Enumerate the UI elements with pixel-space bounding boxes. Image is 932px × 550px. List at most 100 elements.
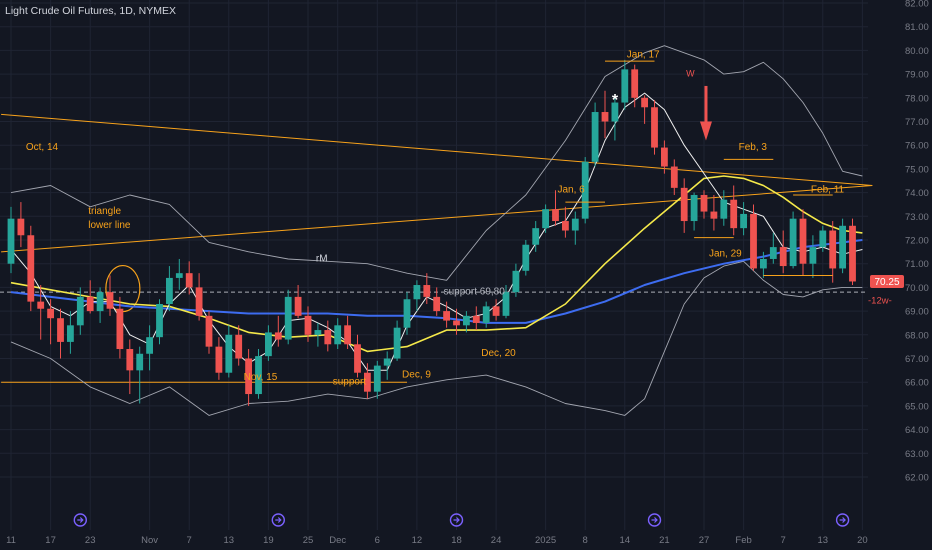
- candle[interactable]: [284, 289, 292, 345]
- time-tick-label: 6: [375, 535, 380, 546]
- event-marker-icon: [835, 513, 850, 527]
- candle[interactable]: [552, 190, 559, 226]
- candle[interactable]: [126, 339, 134, 395]
- candle[interactable]: [670, 159, 678, 195]
- candle-body: [661, 147, 668, 167]
- candle-body: [502, 292, 510, 316]
- candle[interactable]: [740, 202, 747, 236]
- event-marker-icon: [647, 513, 662, 527]
- candle[interactable]: [651, 100, 658, 155]
- candle[interactable]: [106, 275, 114, 316]
- candle[interactable]: [274, 315, 282, 347]
- candle[interactable]: [255, 349, 262, 399]
- candle[interactable]: [789, 211, 797, 269]
- candle[interactable]: [146, 325, 153, 371]
- candle[interactable]: [710, 194, 718, 231]
- candle[interactable]: [443, 301, 450, 328]
- candle[interactable]: [512, 263, 520, 297]
- candle[interactable]: [116, 296, 124, 359]
- candle[interactable]: [96, 287, 104, 323]
- price-tick-label: 71.00: [905, 259, 929, 270]
- candle[interactable]: [769, 232, 777, 264]
- candle[interactable]: [581, 157, 589, 224]
- candle[interactable]: [175, 258, 183, 290]
- candle[interactable]: [393, 320, 401, 361]
- candle[interactable]: [492, 299, 500, 321]
- candle[interactable]: [383, 351, 391, 380]
- candle[interactable]: [690, 192, 698, 231]
- time-axis[interactable]: 11 17 23 Nov 7 13 19 25 Dec 6 12 18 24 2025 8 14 21 27 Feb…: [6, 513, 868, 546]
- candle[interactable]: [245, 349, 252, 406]
- candle[interactable]: [611, 97, 619, 141]
- candle-body: [205, 315, 213, 347]
- candle[interactable]: [463, 311, 470, 333]
- candle[interactable]: [601, 90, 609, 139]
- candle[interactable]: [205, 311, 213, 354]
- candle[interactable]: [502, 285, 510, 319]
- candle[interactable]: [136, 346, 144, 404]
- candle[interactable]: [294, 285, 302, 319]
- candle[interactable]: [750, 204, 757, 271]
- candle[interactable]: [571, 211, 579, 245]
- candle[interactable]: [225, 325, 233, 378]
- candle[interactable]: [166, 266, 173, 312]
- candle[interactable]: [67, 311, 74, 354]
- candle[interactable]: [562, 206, 569, 238]
- candle[interactable]: [413, 280, 421, 312]
- candle[interactable]: [37, 285, 45, 340]
- candle[interactable]: [641, 95, 648, 124]
- candle[interactable]: [700, 190, 708, 219]
- candle[interactable]: [373, 360, 381, 399]
- candle[interactable]: [364, 363, 371, 399]
- chart-title: Light Crude Oil Futures, 1D, NYMEX: [5, 5, 176, 17]
- candle[interactable]: [27, 225, 35, 312]
- price-axis[interactable]: 62.00 63.00 64.00 65.00 66.00 67.00 68.00 69.00…: [905, 0, 929, 484]
- candle[interactable]: [839, 218, 846, 274]
- candle[interactable]: [730, 185, 738, 236]
- candle[interactable]: [57, 308, 64, 359]
- candle[interactable]: [819, 225, 827, 252]
- candle[interactable]: [631, 64, 639, 108]
- candle[interactable]: [453, 308, 460, 335]
- candle[interactable]: [334, 318, 342, 350]
- candle[interactable]: [215, 337, 223, 380]
- candle[interactable]: [433, 287, 441, 316]
- candle[interactable]: [829, 221, 837, 283]
- candle[interactable]: [156, 299, 163, 345]
- candle[interactable]: [661, 140, 668, 174]
- candle[interactable]: [423, 273, 431, 304]
- candle[interactable]: [7, 206, 15, 274]
- candle[interactable]: [522, 240, 530, 276]
- candle[interactable]: [849, 218, 856, 286]
- candle[interactable]: [235, 325, 243, 366]
- candle[interactable]: [799, 209, 807, 276]
- candle[interactable]: [76, 287, 84, 335]
- candle[interactable]: [314, 322, 322, 347]
- candle[interactable]: [680, 178, 688, 233]
- candlestick-series[interactable]: [7, 59, 856, 406]
- candle[interactable]: [809, 235, 817, 278]
- candle[interactable]: [344, 315, 351, 350]
- candle[interactable]: [542, 204, 549, 233]
- candle[interactable]: [720, 190, 728, 226]
- candle[interactable]: [304, 306, 312, 342]
- candle[interactable]: [621, 59, 629, 110]
- candle[interactable]: [760, 251, 767, 278]
- candle[interactable]: [532, 221, 540, 252]
- candle[interactable]: [403, 292, 411, 335]
- candle[interactable]: [265, 325, 272, 361]
- candle[interactable]: [482, 301, 490, 328]
- candle[interactable]: [17, 202, 25, 248]
- candle[interactable]: [591, 102, 599, 167]
- candle[interactable]: [185, 261, 193, 295]
- candle[interactable]: [47, 299, 54, 345]
- candle[interactable]: [86, 280, 94, 314]
- candle[interactable]: [354, 334, 361, 378]
- candle[interactable]: [324, 320, 332, 352]
- candle-body: [700, 194, 708, 212]
- price-tick-label: 74.00: [905, 188, 929, 199]
- candle[interactable]: [779, 230, 787, 274]
- candle[interactable]: [472, 306, 480, 331]
- candle[interactable]: [195, 273, 203, 321]
